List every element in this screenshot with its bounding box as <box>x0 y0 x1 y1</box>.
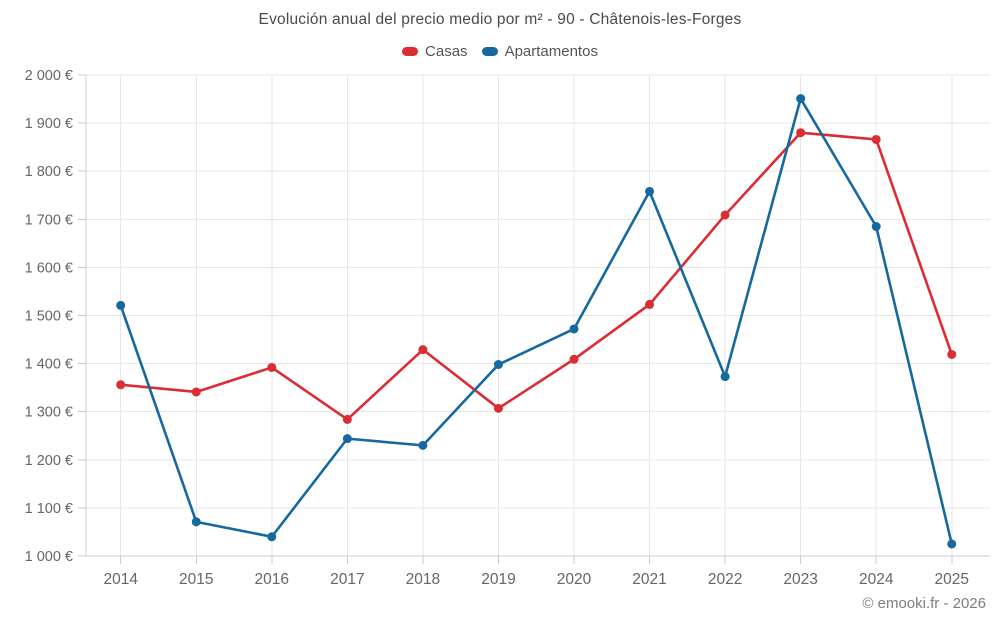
point-apartamentos-2020[interactable] <box>569 324 579 334</box>
y-tick-label: 1 500 € <box>25 309 73 325</box>
point-casas-2015[interactable] <box>191 387 201 397</box>
point-apartamentos-2023[interactable] <box>796 94 806 104</box>
point-apartamentos-2018[interactable] <box>418 440 428 450</box>
y-tick-label: 1 600 € <box>25 260 73 276</box>
x-tick-label: 2017 <box>330 571 364 588</box>
y-tick-label: 1 000 € <box>25 549 73 565</box>
x-tick-label: 2024 <box>859 571 894 588</box>
y-tick-label: 2 000 € <box>25 68 73 84</box>
x-tick-label: 2023 <box>783 571 817 588</box>
x-tick-label: 2020 <box>557 571 592 588</box>
series-line-casas <box>119 131 954 421</box>
point-casas-2020[interactable] <box>569 354 579 364</box>
legend-label-apartamentos: Apartamentos <box>504 43 598 60</box>
series-line-apartamentos <box>119 97 954 546</box>
point-apartamentos-2014[interactable] <box>116 300 126 310</box>
y-tick-label: 1 700 € <box>25 212 73 228</box>
point-casas-2024[interactable] <box>871 134 881 144</box>
point-casas-2025[interactable] <box>947 349 957 359</box>
legend-label-casas: Casas <box>425 43 468 60</box>
x-tick-label: 2025 <box>935 571 969 588</box>
legend-item-apartamentos[interactable]: Apartamentos <box>481 43 598 60</box>
y-tick-label: 1 400 € <box>25 357 73 373</box>
y-tick-label: 1 900 € <box>25 116 73 132</box>
x-tick-label: 2015 <box>179 571 213 588</box>
y-tick-label: 1 200 € <box>25 453 73 469</box>
point-casas-2018[interactable] <box>418 345 428 355</box>
point-apartamentos-2024[interactable] <box>871 222 881 232</box>
point-apartamentos-2015[interactable] <box>191 517 201 527</box>
point-casas-2022[interactable] <box>720 210 730 220</box>
point-casas-2019[interactable] <box>493 403 503 413</box>
point-apartamentos-2021[interactable] <box>645 186 655 196</box>
point-casas-2016[interactable] <box>267 362 277 372</box>
chart-legend: Casas Apartamentos <box>0 43 1000 60</box>
x-tick-label: 2018 <box>406 571 440 588</box>
chart-title: Evolución anual del precio medio por m² … <box>258 11 742 28</box>
point-casas-2023[interactable] <box>796 128 806 138</box>
point-apartamentos-2025[interactable] <box>947 539 957 549</box>
y-tick-label: 1 100 € <box>25 501 73 517</box>
x-tick-label: 2016 <box>255 571 289 588</box>
x-tick-label: 2019 <box>481 571 515 588</box>
legend-swatch-apartamentos <box>481 47 498 56</box>
y-tick-label: 1 800 € <box>25 164 73 180</box>
point-apartamentos-2017[interactable] <box>342 434 352 444</box>
point-apartamentos-2016[interactable] <box>267 532 277 542</box>
x-tick-label: 2022 <box>708 571 742 588</box>
y-tick-label: 1 300 € <box>25 405 73 421</box>
point-apartamentos-2019[interactable] <box>493 360 503 370</box>
point-casas-2014[interactable] <box>116 380 126 390</box>
legend-item-casas[interactable]: Casas <box>402 43 468 60</box>
x-tick-label: 2014 <box>103 571 138 588</box>
watermark-credit: © emooki.fr - 2026 <box>862 595 986 612</box>
point-apartamentos-2022[interactable] <box>720 372 730 382</box>
legend-swatch-casas <box>402 47 419 56</box>
point-casas-2021[interactable] <box>645 299 655 309</box>
x-tick-label: 2021 <box>632 571 666 588</box>
point-casas-2017[interactable] <box>342 414 352 424</box>
